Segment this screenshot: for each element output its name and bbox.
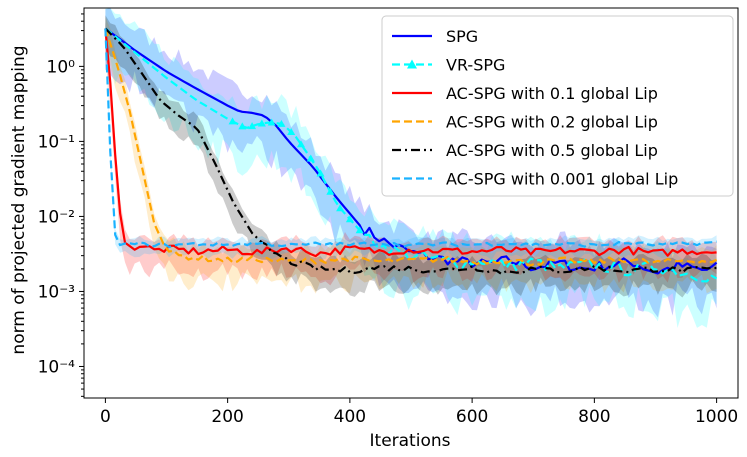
marker-triangle — [336, 204, 345, 212]
legend-label: VR-SPG — [446, 56, 505, 75]
band-series-3 — [105, 22, 717, 286]
y-tick-label: 10⁻¹ — [38, 132, 75, 152]
legend-label: AC-SPG with 0.1 global Lip — [446, 84, 658, 103]
marker-triangle — [277, 119, 286, 127]
band-series-4 — [105, 16, 717, 294]
x-tick-label: 400 — [334, 407, 366, 427]
marker-triangle — [267, 118, 276, 126]
band-series-1 — [105, 8, 717, 318]
marker-triangle — [345, 215, 354, 223]
legend-label: AC-SPG with 0.001 global Lip — [446, 170, 678, 189]
line-series-5 — [104, 27, 717, 276]
legend-marker — [407, 59, 417, 69]
line-series-4 — [104, 28, 718, 267]
marker-triangle — [228, 117, 237, 125]
marker-triangle — [306, 154, 315, 162]
marker-triangle — [296, 140, 305, 148]
x-tick-label: 600 — [456, 407, 488, 427]
line-series-6 — [104, 28, 717, 248]
marker-triangle — [287, 128, 296, 136]
plot-frame — [83, 7, 739, 399]
legend-label: SPG — [446, 27, 478, 46]
legend: SPG VR-SPG AC-SPG with 0.1 global Lip AC-SP… — [381, 15, 734, 197]
marker-triangle — [238, 122, 247, 130]
y-tick-label: 10⁻³ — [38, 282, 75, 302]
y-tick-label: 10⁻⁴ — [38, 357, 76, 377]
marker-triangle — [355, 226, 364, 234]
band-series-2 — [105, 8, 717, 328]
x-tick-label: 800 — [578, 407, 610, 427]
marker-triangle — [316, 169, 325, 177]
marker-triangle — [257, 119, 266, 127]
x-tick-label: 200 — [211, 407, 243, 427]
x-tick-label: 0 — [100, 407, 111, 427]
legend-label: AC-SPG with 0.2 global Lip — [446, 113, 658, 132]
line-series-3 — [104, 28, 717, 258]
y-axis-label: norm of projected gradient mapping — [9, 45, 29, 354]
x-axis-label: Iterations — [370, 431, 451, 451]
series-lines — [104, 27, 718, 283]
y-tick-label: 10⁻² — [38, 207, 75, 227]
y-tick-label: 10⁰ — [47, 57, 76, 77]
marker-triangle — [248, 122, 257, 130]
legend-label: AC-SPG with 0.5 global Lip — [446, 141, 658, 160]
axes: 0 200 400 600 800 1000 10⁻⁴ 10⁻³ 10⁻² 10⁻¹ 10⁰ — [38, 7, 739, 427]
marker-triangle — [326, 187, 335, 195]
legend-box — [381, 15, 734, 197]
x-tick-label: 1000 — [695, 407, 738, 427]
